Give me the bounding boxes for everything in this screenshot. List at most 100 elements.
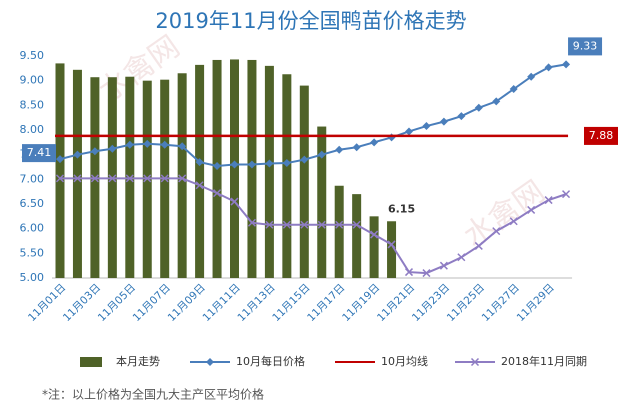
legend-label: 本月走势 <box>116 354 160 368</box>
bar <box>72 69 82 279</box>
marker <box>352 220 361 229</box>
marker <box>90 147 99 156</box>
marker <box>230 160 239 169</box>
marker <box>282 220 291 229</box>
value-label-box <box>584 126 618 145</box>
marker <box>300 155 309 164</box>
marker <box>474 241 483 250</box>
marker <box>230 197 239 206</box>
value-label: 7.41 <box>27 146 52 159</box>
marker <box>195 158 204 167</box>
marker <box>108 174 117 183</box>
bar <box>230 59 239 278</box>
y-tick-label: 5.50 <box>20 246 45 259</box>
marker <box>527 72 536 81</box>
marker <box>457 112 466 121</box>
marker <box>352 143 361 152</box>
marker <box>492 97 501 106</box>
marker <box>509 85 518 94</box>
marker <box>370 230 379 239</box>
y-tick-label: 5.00 <box>20 271 45 284</box>
marker <box>457 253 466 262</box>
marker <box>247 218 256 227</box>
y-tick-label: 9.00 <box>20 74 45 87</box>
legend-label: 10月每日价格 <box>236 354 305 368</box>
bar <box>247 59 257 278</box>
legend-marker <box>470 357 480 367</box>
bar <box>369 216 379 278</box>
y-tick-label: 8.50 <box>20 98 45 111</box>
marker <box>509 217 518 226</box>
value-label: 9.33 <box>573 39 598 52</box>
marker <box>335 220 344 229</box>
y-tick-label: 6.50 <box>20 197 45 210</box>
marker <box>335 145 344 154</box>
marker <box>300 220 309 229</box>
marker <box>178 142 187 151</box>
legend-label: 10月均线 <box>381 354 428 368</box>
marker <box>125 174 134 183</box>
bar <box>317 126 327 279</box>
marker <box>422 269 431 278</box>
marker <box>562 60 571 69</box>
bar <box>352 194 362 278</box>
y-tick-label: 8.00 <box>20 123 45 136</box>
bar <box>334 185 344 278</box>
marker <box>492 227 501 236</box>
bar <box>195 64 205 278</box>
y-tick-label: 6.00 <box>20 222 45 235</box>
value-label: 7.88 <box>589 129 614 142</box>
bar <box>387 221 397 278</box>
marker <box>73 174 82 183</box>
marker <box>387 240 396 249</box>
legend-marker <box>206 358 214 366</box>
marker <box>108 144 117 153</box>
value-label-box <box>568 37 603 56</box>
marker <box>125 140 134 149</box>
marker <box>213 162 222 171</box>
bar <box>299 85 309 278</box>
marker <box>143 174 152 183</box>
chart-title: 2019年11月份全国鸭苗价格走势 <box>155 9 466 33</box>
footnote: *注：以上价格为全国九大主产区平均价格 <box>42 387 264 402</box>
marker <box>56 155 64 164</box>
marker <box>439 261 448 270</box>
marker <box>317 220 326 229</box>
marker <box>73 150 82 159</box>
bar <box>177 73 187 279</box>
x-tick-label: 11月29日 <box>515 282 557 324</box>
marker <box>195 181 204 190</box>
marker <box>55 174 65 183</box>
bar <box>264 65 274 278</box>
marker <box>404 268 414 277</box>
bar <box>55 63 65 279</box>
legend-swatch <box>80 357 102 367</box>
marker <box>439 117 448 126</box>
marker <box>544 63 553 72</box>
marker <box>317 150 326 159</box>
y-tick-label: 9.50 <box>20 49 45 62</box>
marker <box>544 196 553 205</box>
marker <box>282 159 291 168</box>
marker <box>160 140 169 149</box>
marker <box>213 189 222 198</box>
marker <box>90 174 99 183</box>
marker <box>474 103 483 112</box>
y-tick-label: 7.00 <box>20 172 45 185</box>
marker <box>527 205 536 214</box>
marker <box>247 160 256 169</box>
marker <box>370 138 379 147</box>
marker <box>143 139 152 148</box>
data-label: 6.15 <box>388 202 415 215</box>
legend-label: 2018年11月同期 <box>501 354 587 368</box>
marker <box>265 159 274 168</box>
marker <box>265 220 274 229</box>
marker <box>387 133 396 142</box>
watermark: 水禽网 <box>458 174 552 254</box>
bar <box>282 74 292 279</box>
marker <box>160 174 169 183</box>
watermark: 水禽网 <box>93 29 187 109</box>
marker <box>562 190 571 199</box>
value-label-box <box>22 144 56 163</box>
